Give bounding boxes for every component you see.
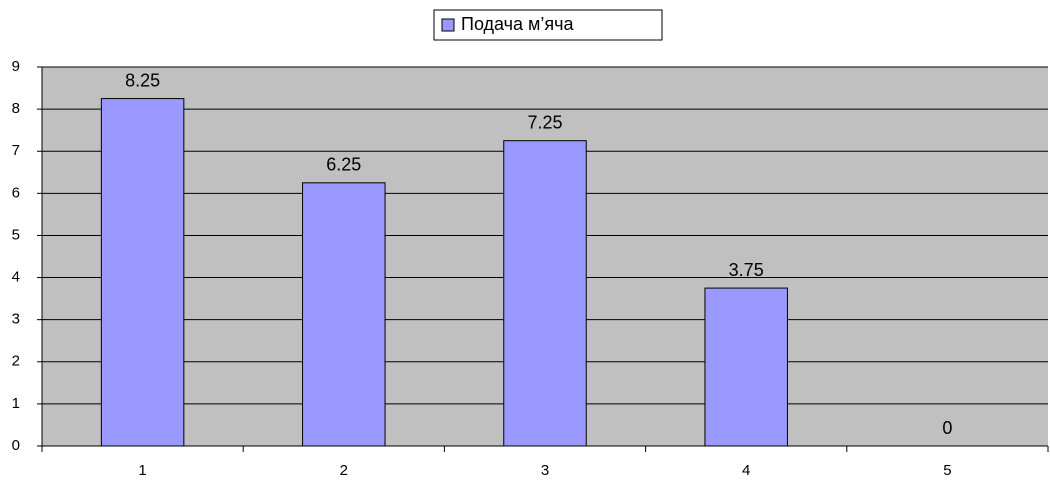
data-label: 0 bbox=[942, 418, 952, 438]
bar bbox=[704, 287, 788, 447]
data-label: 3.75 bbox=[729, 260, 764, 280]
y-tick-label: 3 bbox=[12, 311, 20, 328]
x-tick-label: 4 bbox=[742, 462, 750, 479]
data-label: 6.25 bbox=[326, 155, 361, 175]
x-tick-label: 2 bbox=[340, 462, 348, 479]
bar bbox=[302, 182, 386, 447]
y-tick-label: 4 bbox=[12, 269, 20, 286]
y-tick-label: 2 bbox=[12, 353, 20, 370]
data-label: 8.25 bbox=[125, 70, 160, 90]
data-label: 7.25 bbox=[527, 112, 562, 132]
x-tick-label: 5 bbox=[943, 462, 951, 479]
x-tick-label: 1 bbox=[138, 462, 146, 479]
y-tick-label: 1 bbox=[12, 395, 20, 412]
y-tick-label: 6 bbox=[12, 184, 20, 201]
bar bbox=[100, 98, 185, 447]
y-tick-label: 9 bbox=[12, 58, 20, 75]
bar bbox=[503, 140, 587, 447]
y-tick-label: 5 bbox=[12, 226, 20, 243]
legend-box bbox=[433, 9, 663, 41]
legend-label: Подача м’яча bbox=[461, 14, 575, 34]
y-tick-label: 8 bbox=[12, 100, 20, 117]
y-tick-label: 0 bbox=[12, 437, 20, 454]
x-tick-label: 3 bbox=[541, 462, 549, 479]
y-tick-label: 7 bbox=[12, 142, 20, 159]
legend-swatch bbox=[441, 18, 455, 32]
